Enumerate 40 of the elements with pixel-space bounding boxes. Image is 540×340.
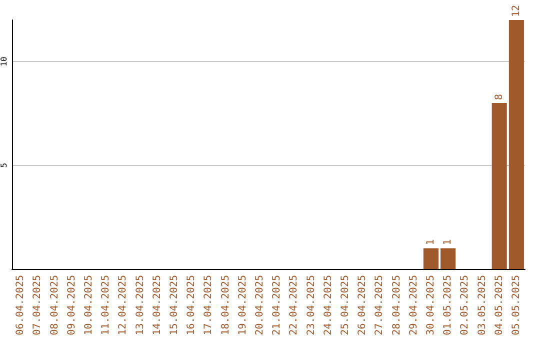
data-label: 1 — [425, 239, 436, 246]
x-tick-label: 17.04.2025 — [203, 275, 214, 336]
x-tick-label: 29.04.2025 — [408, 275, 420, 336]
x-tick-label: 27.04.2025 — [374, 275, 386, 336]
x-tick-label: 28.04.2025 — [391, 275, 402, 336]
y-tick-label: 10 — [0, 56, 8, 66]
bar — [440, 248, 456, 269]
bar — [492, 103, 507, 269]
x-tick-label: 30.04.2025 — [425, 275, 436, 336]
x-tick-label: 05.05.2025 — [510, 275, 522, 336]
x-tick-label: 13.04.2025 — [134, 275, 146, 336]
x-tick-label: 12.04.2025 — [118, 275, 129, 336]
x-tick-label: 08.04.2025 — [49, 275, 60, 336]
x-tick-label: 10.04.2025 — [83, 275, 94, 336]
x-tick-label: 09.04.2025 — [66, 275, 78, 336]
x-tick-label: 26.04.2025 — [357, 275, 368, 336]
x-tick-label: 22.04.2025 — [288, 275, 300, 336]
x-tick-label: 11.04.2025 — [100, 275, 112, 336]
x-tick-label: 19.04.2025 — [237, 275, 248, 336]
data-label: 12 — [510, 4, 522, 17]
x-tick-label: 24.04.2025 — [322, 275, 334, 336]
x-tick-label: 04.05.2025 — [494, 275, 505, 336]
x-tick-label: 21.04.2025 — [272, 275, 283, 336]
data-label: 8 — [494, 94, 505, 100]
x-tick-label: 01.05.2025 — [442, 275, 454, 336]
x-tick-label: 20.04.2025 — [254, 275, 266, 336]
x-tick-label: 03.05.2025 — [476, 275, 488, 336]
x-tick-label: 15.04.2025 — [168, 275, 180, 336]
data-label: 1 — [442, 239, 454, 246]
x-tick-label: 16.04.2025 — [186, 275, 198, 336]
x-tick-label: 06.04.2025 — [15, 275, 26, 336]
bar — [423, 248, 438, 269]
x-tick-label: 23.04.2025 — [306, 275, 317, 336]
y-tick-label: 5 — [0, 162, 8, 168]
x-tick-label: 02.05.2025 — [460, 275, 471, 336]
x-tick-label: 14.04.2025 — [152, 275, 163, 336]
bar — [508, 20, 524, 269]
x-tick-label: 07.04.2025 — [32, 275, 44, 336]
x-tick-label: 25.04.2025 — [340, 275, 351, 336]
x-tick-label: 18.04.2025 — [220, 275, 232, 336]
